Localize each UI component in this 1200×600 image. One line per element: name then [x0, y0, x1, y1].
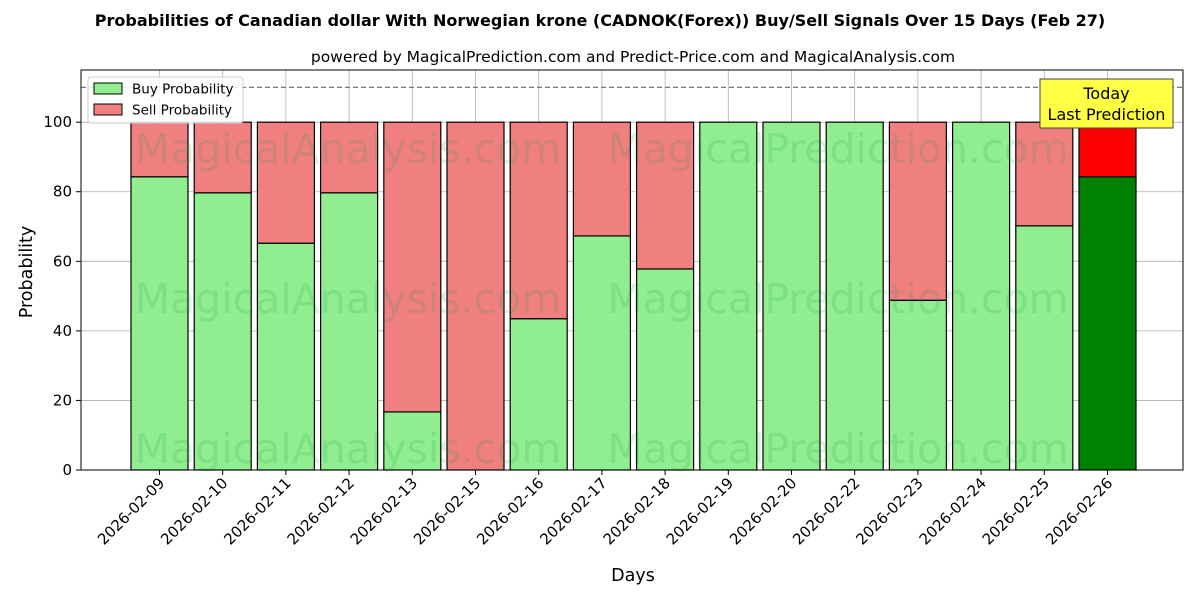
- legend-entry: Buy Probability: [132, 82, 233, 98]
- chart-subtitle: powered by MagicalPrediction.com and Pre…: [311, 48, 955, 66]
- legend-swatch: [93, 103, 123, 116]
- sell-bar: [1015, 121, 1074, 227]
- x-tick-label: 2026-02-22: [789, 474, 863, 548]
- sell-bar: [1078, 121, 1137, 178]
- buy-bar: [383, 411, 442, 471]
- buy-bar: [256, 242, 315, 471]
- bars: [130, 121, 1137, 471]
- buy-bar: [1015, 225, 1074, 471]
- sell-bar: [635, 121, 695, 270]
- y-tick-label: 100: [43, 113, 72, 131]
- sell-bar: [888, 121, 948, 301]
- legend-swatch: [93, 82, 123, 95]
- sell-bar: [572, 121, 632, 237]
- y-tick-label: 40: [53, 322, 72, 340]
- x-tick-label: 2026-02-11: [220, 474, 294, 548]
- y-tick-label: 80: [53, 183, 72, 201]
- x-tick-label: 2026-02-16: [473, 474, 547, 548]
- buy-bar: [1078, 176, 1137, 471]
- buy-bar: [951, 121, 1011, 471]
- x-tick-label: 2026-02-24: [916, 474, 990, 548]
- y-axis: 0 20 40 60 80 100: [43, 113, 81, 479]
- annotation-text: Last Prediction: [1048, 105, 1166, 124]
- buy-bar: [762, 121, 821, 471]
- watermarks: MagicalAnalysis.com MagicalPrediction.com…: [135, 125, 1069, 473]
- x-tick-label: 2026-02-12: [284, 474, 358, 548]
- x-axis-label: Days: [611, 566, 655, 586]
- x-tick-label: 2026-02-20: [726, 474, 800, 548]
- x-tick-label: 2026-02-19: [663, 474, 737, 548]
- buy-bar: [635, 268, 695, 471]
- y-tick-label: 0: [62, 461, 72, 479]
- legend-box: [87, 76, 244, 124]
- buy-bar: [572, 235, 632, 471]
- x-tick-label: 2026-02-25: [979, 474, 1053, 548]
- legend-entry: Sell Probability: [132, 103, 232, 119]
- sell-bar: [320, 121, 379, 194]
- today-annotation: Today Last Prediction: [1039, 78, 1174, 129]
- buy-bar: [825, 121, 884, 471]
- watermark-text: MagicalPrediction.com: [607, 425, 1068, 473]
- x-tick-label: 2026-02-09: [94, 474, 168, 548]
- plot-frame: [80, 69, 1184, 471]
- x-tick-label: 2026-02-17: [536, 474, 610, 548]
- x-tick-label: 2026-02-15: [410, 474, 484, 548]
- annotation-text: Today: [1082, 84, 1129, 103]
- buy-bar: [193, 192, 252, 471]
- buy-bar: [509, 318, 568, 471]
- chart-title: Probabilities of Canadian dollar With No…: [95, 11, 1105, 30]
- buy-bar: [699, 121, 758, 471]
- watermark-text: MagicalAnalysis.com: [135, 425, 562, 473]
- x-tick-label: 2026-02-10: [157, 474, 231, 548]
- buy-bar: [888, 299, 948, 471]
- legend: Buy Probability Sell Probability: [87, 76, 244, 124]
- watermark-text: MagicalAnalysis.com: [135, 275, 562, 323]
- watermark-text: MagicalPrediction.com: [607, 275, 1068, 323]
- sell-bar: [256, 121, 315, 244]
- buy-bar: [320, 192, 379, 471]
- x-tick-label: 2026-02-26: [1042, 474, 1116, 548]
- sell-bar: [383, 121, 442, 413]
- annotation-box: [1039, 78, 1174, 129]
- y-axis-label: Probability: [17, 226, 37, 319]
- y-tick-label: 60: [53, 252, 72, 270]
- watermark-text: MagicalPrediction.com: [607, 125, 1068, 173]
- watermark-text: MagicalAnalysis.com: [135, 125, 562, 173]
- x-axis: 2026-02-092026-02-102026-02-112026-02-12…: [94, 470, 1116, 548]
- x-tick-label: 2026-02-13: [347, 474, 421, 548]
- x-tick-label: 2026-02-18: [600, 474, 674, 548]
- x-tick-label: 2026-02-23: [852, 474, 926, 548]
- sell-bar: [509, 121, 568, 320]
- y-tick-label: 20: [53, 391, 72, 409]
- sell-bar: [446, 121, 505, 471]
